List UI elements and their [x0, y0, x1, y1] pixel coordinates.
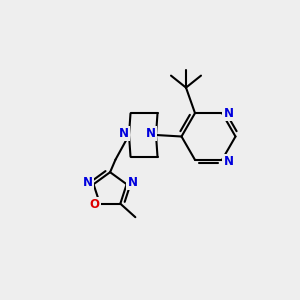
Text: N: N	[82, 176, 93, 189]
Text: N: N	[146, 127, 156, 140]
Text: N: N	[224, 106, 234, 120]
Text: N: N	[128, 176, 138, 189]
Text: N: N	[119, 127, 129, 140]
Text: O: O	[89, 198, 100, 211]
Text: N: N	[224, 155, 234, 168]
